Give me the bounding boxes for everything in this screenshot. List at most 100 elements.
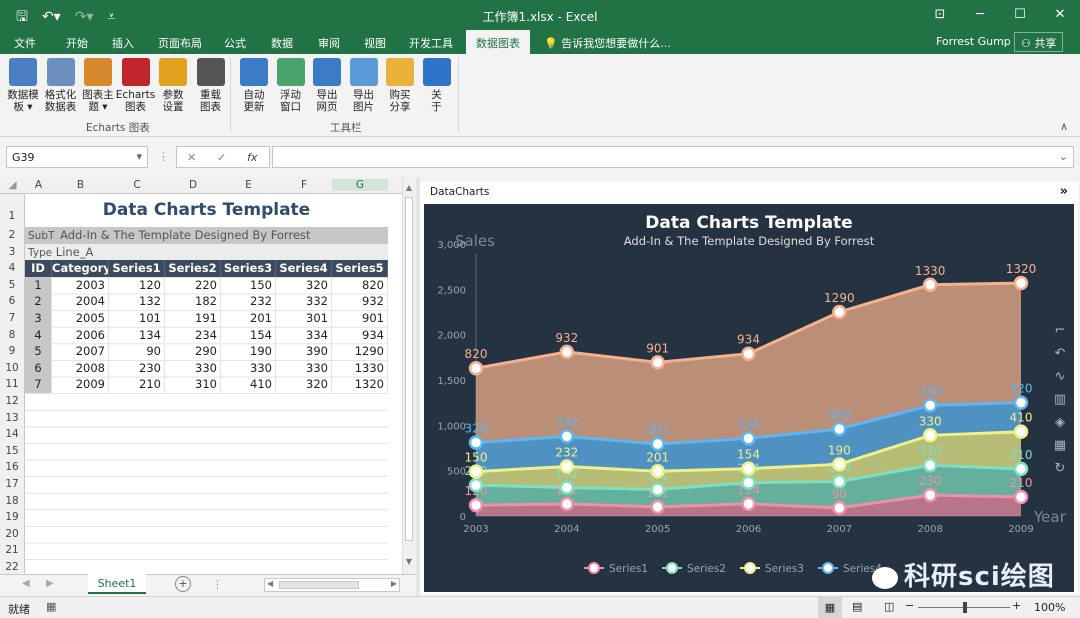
data-cell[interactable]: 320 [276, 376, 332, 393]
column-header[interactable]: A [34, 179, 43, 191]
add-sheet-icon[interactable]: + [175, 576, 191, 592]
tab-formulas[interactable]: 公式 [224, 37, 246, 50]
echarts-button-4[interactable]: 参数 设置 [153, 58, 193, 113]
chart-toolbox-icon[interactable]: ▥ [1054, 392, 1066, 407]
data-cell[interactable]: 1 [25, 276, 52, 294]
toolbar-button-3[interactable]: 导出 图片 [344, 58, 384, 113]
formula-input[interactable]: ⌄ [272, 146, 1074, 168]
data-cell[interactable]: 7 [25, 376, 52, 393]
row-header[interactable]: 10 [0, 359, 25, 377]
echarts-button-0[interactable]: 数据模板 ▾ [3, 58, 43, 113]
share-button[interactable]: ⚇ 共享 [1014, 32, 1064, 52]
drag-handle-icon[interactable]: ⋮ [212, 578, 223, 591]
column-header[interactable]: G [332, 179, 388, 191]
customize-icon[interactable]: ⩡ [107, 9, 116, 25]
data-cell[interactable]: 901 [332, 310, 388, 327]
data-cell[interactable]: 234 [165, 326, 221, 344]
header-cell[interactable]: ID [25, 260, 52, 277]
macro-record-icon[interactable]: ▦ [46, 600, 57, 613]
row-header[interactable]: 3 [0, 243, 25, 261]
chevron-down-icon[interactable]: ⌄ [1058, 150, 1068, 163]
toolbar-button-1[interactable]: 浮动 窗口 [271, 58, 311, 113]
page-break-view-icon[interactable]: ◫ [884, 600, 895, 613]
data-cell[interactable]: 3 [25, 310, 52, 327]
cancel-icon[interactable]: ✕ [187, 151, 197, 164]
data-cell[interactable]: 6 [25, 359, 52, 377]
data-cell[interactable]: 132 [109, 293, 165, 310]
row-header[interactable]: 11 [0, 376, 25, 393]
undo-icon[interactable]: ↶▾ [41, 9, 61, 25]
expand-panel-icon[interactable]: » [1059, 184, 1068, 199]
normal-view-icon[interactable]: ▦ [818, 597, 842, 618]
tab-insert[interactable]: 插入 [112, 37, 134, 50]
data-cell[interactable]: 330 [165, 359, 221, 377]
tab-data[interactable]: 数据 [271, 37, 293, 50]
chart-toolbox-icon[interactable]: ↶ [1055, 346, 1066, 361]
header-cell[interactable]: Series5 [332, 260, 388, 277]
row-header[interactable]: 12 [0, 393, 25, 410]
data-cell[interactable]: 154 [221, 326, 276, 344]
data-cell[interactable]: 934 [332, 326, 388, 344]
chart-toolbox-icon[interactable]: ▦ [1054, 438, 1066, 453]
toolbar-button-5[interactable]: 关于 [417, 58, 457, 113]
row-header[interactable]: 6 [0, 293, 25, 310]
zoom-in-icon[interactable]: + [1012, 599, 1022, 612]
data-cell[interactable]: 120 [109, 276, 165, 294]
data-cell[interactable]: 410 [221, 376, 276, 393]
data-cell[interactable]: 191 [165, 310, 221, 327]
data-cell[interactable]: 201 [221, 310, 276, 327]
data-cell[interactable]: 230 [109, 359, 165, 377]
row-header[interactable]: 16 [0, 459, 25, 476]
data-cell[interactable]: 320 [276, 276, 332, 294]
row-header[interactable]: 14 [0, 426, 25, 443]
tab-view[interactable]: 视图 [364, 37, 386, 50]
toolbar-button-0[interactable]: 自动 更新 [234, 58, 274, 113]
subtitle-row[interactable]: SubT Add-In & The Template Designed By F… [25, 227, 388, 244]
scroll-thumb[interactable] [279, 581, 359, 589]
row-header[interactable]: 15 [0, 442, 25, 460]
row-header[interactable]: 8 [0, 326, 25, 344]
row-header[interactable]: 17 [0, 476, 25, 493]
data-cell[interactable]: 1330 [332, 359, 388, 377]
data-cell[interactable]: 301 [276, 310, 332, 327]
echarts-button-1[interactable]: 格式化 数据表 [41, 58, 81, 113]
column-header[interactable]: B [76, 179, 85, 191]
data-cell[interactable]: 182 [165, 293, 221, 310]
row-header[interactable]: 21 [0, 542, 25, 559]
vertical-scrollbar[interactable]: ▲ ▼ [402, 177, 416, 574]
page-layout-view-icon[interactable]: ▤ [852, 600, 863, 613]
user-name[interactable]: Forrest Gump [936, 35, 1011, 48]
data-cell[interactable]: 310 [165, 376, 221, 393]
column-header[interactable]: D [188, 179, 198, 191]
data-cell[interactable]: 150 [221, 276, 276, 294]
column-header[interactable]: E [245, 179, 252, 191]
tab-page-layout[interactable]: 页面布局 [158, 37, 202, 50]
toolbar-button-4[interactable]: 购买 分享 [380, 58, 420, 113]
chart-toolbox-icon[interactable]: ↻ [1055, 461, 1066, 476]
chart-toolbox-icon[interactable]: ∿ [1055, 369, 1066, 384]
row-header[interactable]: 20 [0, 525, 25, 543]
row-header[interactable]: 22 [0, 559, 25, 576]
chart-toolbox-icon[interactable]: ⌐ [1055, 323, 1066, 338]
name-box[interactable]: G39 ▾ [6, 146, 148, 168]
tab-file[interactable]: 文件 [14, 37, 36, 50]
data-cell[interactable]: 4 [25, 326, 52, 344]
column-header[interactable]: F [300, 179, 308, 191]
ribbon-display-icon[interactable]: ⊡ [934, 7, 946, 22]
zoom-out-icon[interactable]: − [905, 599, 915, 612]
minimize-icon[interactable]: ─ [976, 7, 984, 22]
data-cell[interactable]: 101 [109, 310, 165, 327]
data-cell[interactable]: 2006 [52, 326, 109, 344]
data-cell[interactable]: 2008 [52, 359, 109, 377]
tab-data-charts[interactable]: 数据图表 [466, 30, 530, 54]
data-cell[interactable]: 390 [276, 343, 332, 360]
data-cell[interactable]: 190 [221, 343, 276, 360]
scroll-up-icon[interactable]: ▲ [405, 183, 413, 192]
data-cell[interactable]: 5 [25, 343, 52, 360]
data-cell[interactable]: 220 [165, 276, 221, 294]
column-header[interactable]: C [133, 179, 141, 191]
zoom-slider-thumb[interactable] [963, 602, 967, 613]
scroll-thumb[interactable] [405, 197, 413, 541]
enter-icon[interactable]: ✓ [217, 151, 227, 164]
horizontal-scrollbar[interactable]: ◀ ▶ [264, 578, 400, 592]
